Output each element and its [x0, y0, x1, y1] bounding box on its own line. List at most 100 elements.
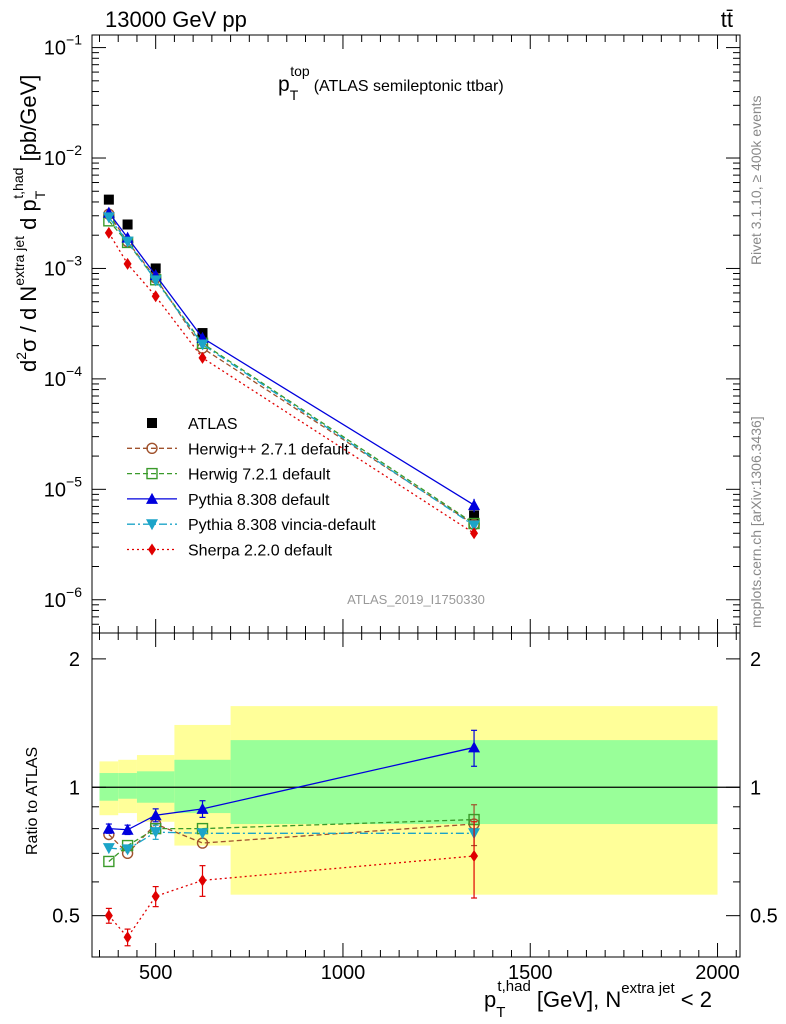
legend-marker-herwig7	[146, 467, 158, 480]
main-point-atlas	[469, 510, 480, 521]
ratio-y-tick-label-right: 1	[750, 777, 761, 799]
main-y-tick-label: 10−2	[44, 142, 82, 170]
main-y-tick-label: 10−6	[44, 584, 82, 612]
main-title: pTtop(ATLAS semileptonic ttbar)	[278, 63, 504, 103]
ratio-point-vincia	[149, 827, 162, 839]
ylabel-sup-thad: t,had	[10, 168, 26, 199]
main-y-tick-label: 10−4	[44, 363, 82, 391]
xlabel-sub-T: T	[496, 1004, 505, 1021]
main-y-tick-exponent: −2	[66, 142, 82, 158]
xlabel-sup-extra-jet: extra jet	[621, 980, 675, 997]
main-y-tick-exponent: −6	[66, 584, 82, 600]
ratio-panel-frame	[91, 632, 741, 958]
main-series-line-pythia	[108, 212, 475, 506]
legend-label-pythia: Pythia 8.308 default	[188, 492, 330, 509]
ylabel-part-b: σ / d N	[16, 286, 41, 352]
legend-marker-atlas	[147, 418, 157, 428]
legend-label-herwig7: Herwig 7.2.1 default	[188, 467, 331, 484]
mcplots-reference-label: mcplots.cern.ch [arXiv:1306.3436]	[748, 416, 764, 628]
main-point-sherpa	[123, 257, 132, 270]
main-y-tick-exponent: −1	[66, 32, 82, 48]
main-point-sherpa	[104, 226, 113, 239]
x-axis-label: pTt,had [GeV], Nextra jet < 2	[484, 978, 712, 1021]
xlabel-p: p	[484, 987, 496, 1012]
ratio-point-herwig7	[103, 855, 115, 868]
main-point-vincia	[102, 212, 115, 224]
ylabel-sup-2: 2	[13, 352, 29, 360]
ratio-point-pythia	[121, 823, 134, 835]
ylabel-sub-T: T	[32, 190, 48, 199]
main-y-tick-base: 10	[44, 38, 66, 60]
main-point-vincia	[196, 339, 209, 351]
ylabel-sup-extra-jet: extra jet	[11, 236, 27, 286]
main-y-tick-base: 10	[44, 479, 66, 501]
ratio-point-sherpa	[123, 931, 132, 944]
ratio-y-tick-label-left: 2	[69, 649, 80, 671]
legend: ATLAS Herwig++ 2.7.1 default Herwig 7.2.1 …	[127, 416, 376, 560]
xlabel-end: < 2	[675, 987, 712, 1012]
main-y-tick-base: 10	[44, 590, 66, 612]
ratio-point-sherpa	[470, 850, 479, 863]
main-series-line-sherpa	[108, 232, 475, 534]
x-tick-label: 500	[139, 962, 172, 984]
ylabel-part-c: d p	[16, 199, 41, 236]
analysis-label: ATLAS_2019_I1750330	[347, 592, 485, 607]
main-title-rest: (ATLAS semileptonic ttbar)	[314, 78, 504, 95]
ratio-point-vincia	[196, 828, 209, 840]
ratio-point-pythia	[196, 802, 209, 814]
x-tick-label: 2000	[695, 962, 740, 984]
x-tick-label: 1000	[321, 962, 366, 984]
ylabel-part-d: [pb/GeV]	[16, 75, 41, 168]
ratio-point-vincia	[102, 843, 115, 855]
legend-label-sherpa: Sherpa 2.2.0 default	[188, 543, 333, 560]
legend-label-herwigpp: Herwig++ 2.7.1 default	[188, 441, 350, 458]
ratio-point-sherpa	[151, 890, 160, 903]
ratio-point-sherpa	[198, 874, 207, 887]
ratio-uncertainty-bands	[99, 706, 718, 895]
ratio-y-axis-label: Ratio to ATLAS	[24, 747, 41, 855]
legend-marker-sherpa	[148, 543, 156, 556]
main-y-tick-exponent: −4	[66, 363, 82, 379]
legend-label-vincia: Pythia 8.308 vincia-default	[188, 517, 376, 534]
process-label: tt̄	[721, 7, 733, 32]
ratio-y-tick-label-right: 0.5	[750, 906, 778, 928]
main-y-tick-exponent: −3	[66, 252, 82, 268]
main-point-atlas	[122, 219, 133, 230]
main-y-tick-label: 10−1	[44, 32, 82, 60]
energy-label: 13000 GeV pp	[105, 7, 247, 32]
xlabel-sup-thad: t,had	[497, 978, 530, 995]
main-y-tick-base: 10	[44, 258, 66, 280]
ratio-panel-axes: 0.5 0.5 1 1 2 2 500 1000 1500 2000	[52, 632, 778, 984]
ratio-point-sherpa	[104, 909, 113, 922]
ratio-panel-series	[102, 729, 481, 947]
main-y-tick-label: 10−5	[44, 473, 82, 501]
main-title-sub: T	[290, 87, 299, 103]
main-y-tick-base: 10	[44, 148, 66, 170]
main-y-tick-label: 10−3	[44, 252, 82, 280]
legend-marker-herwigpp	[146, 442, 158, 454]
ratio-point-vincia	[121, 844, 134, 856]
ratio-point-pythia	[149, 809, 162, 821]
main-title-sup: top	[290, 63, 310, 79]
main-point-sherpa	[470, 527, 479, 540]
main-series-line-vincia	[108, 216, 475, 527]
ratio-band-inner	[118, 773, 137, 799]
xlabel-mid: [GeV], N	[531, 987, 621, 1012]
ratio-y-tick-label-right: 2	[750, 649, 761, 671]
legend-marker-pythia	[146, 492, 158, 504]
main-y-tick-exponent: −5	[66, 473, 82, 489]
ratio-y-tick-label-left: 1	[69, 777, 80, 799]
main-panel-axes: 10−610−510−410−310−210−1	[44, 32, 741, 634]
main-point-sherpa	[151, 290, 160, 303]
main-point-atlas	[103, 194, 114, 205]
ratio-point-pythia	[102, 822, 115, 834]
main-y-axis-label: d2σ / d Nextra jet d pTt,had [pb/GeV]	[10, 75, 48, 372]
x-tick-label: 1500	[508, 962, 553, 984]
main-point-vincia	[468, 520, 481, 532]
main-point-vincia	[149, 275, 162, 287]
ratio-y-tick-label-left: 0.5	[52, 906, 80, 928]
legend-label-atlas: ATLAS	[188, 416, 238, 433]
main-point-atlas	[150, 263, 161, 274]
rivet-version-label: Rivet 3.1.10, ≥ 400k events	[748, 95, 764, 265]
